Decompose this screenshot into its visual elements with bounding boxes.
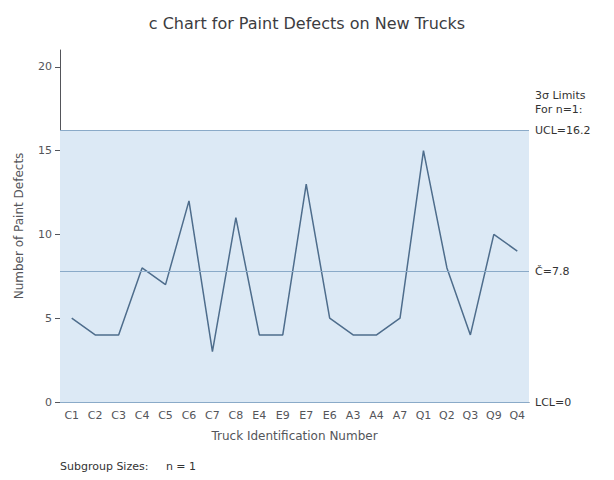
svg-text:5: 5 bbox=[45, 312, 52, 325]
svg-text:c Chart for Paint Defects on N: c Chart for Paint Defects on New Trucks bbox=[149, 14, 465, 33]
svg-text:For n=1:: For n=1: bbox=[535, 103, 583, 116]
svg-text:C7: C7 bbox=[205, 409, 220, 422]
svg-text:3σ Limits: 3σ Limits bbox=[535, 89, 586, 102]
svg-text:E7: E7 bbox=[299, 409, 313, 422]
svg-text:E6: E6 bbox=[323, 409, 337, 422]
svg-text:C4: C4 bbox=[135, 409, 150, 422]
svg-text:UCL=16.2: UCL=16.2 bbox=[535, 124, 591, 137]
svg-text:0: 0 bbox=[45, 396, 52, 409]
svg-text:Truck Identification Number: Truck Identification Number bbox=[210, 429, 377, 443]
svg-text:C5: C5 bbox=[158, 409, 173, 422]
svg-text:LCL=0: LCL=0 bbox=[535, 396, 571, 409]
svg-text:A3: A3 bbox=[346, 409, 361, 422]
svg-text:C8: C8 bbox=[229, 409, 244, 422]
svg-text:Subgroup Sizes: n = 1: Subgroup Sizes: n = 1 bbox=[60, 460, 196, 473]
svg-text:C1: C1 bbox=[64, 409, 79, 422]
svg-text:Q1: Q1 bbox=[416, 409, 432, 422]
svg-text:Q2: Q2 bbox=[439, 409, 455, 422]
svg-text:A4: A4 bbox=[369, 409, 384, 422]
svg-text:15: 15 bbox=[38, 144, 52, 157]
svg-text:Number of Paint Defects: Number of Paint Defects bbox=[12, 153, 26, 300]
svg-text:E4: E4 bbox=[252, 409, 266, 422]
svg-text:Q9: Q9 bbox=[486, 409, 502, 422]
svg-text:10: 10 bbox=[38, 228, 52, 241]
svg-text:Č=7.8: Č=7.8 bbox=[535, 265, 569, 278]
svg-text:E9: E9 bbox=[276, 409, 290, 422]
svg-text:20: 20 bbox=[38, 60, 52, 73]
svg-text:A7: A7 bbox=[393, 409, 408, 422]
svg-text:C3: C3 bbox=[111, 409, 126, 422]
svg-text:C2: C2 bbox=[88, 409, 103, 422]
svg-text:C6: C6 bbox=[182, 409, 197, 422]
svg-text:Q3: Q3 bbox=[463, 409, 479, 422]
svg-text:Q4: Q4 bbox=[509, 409, 525, 422]
